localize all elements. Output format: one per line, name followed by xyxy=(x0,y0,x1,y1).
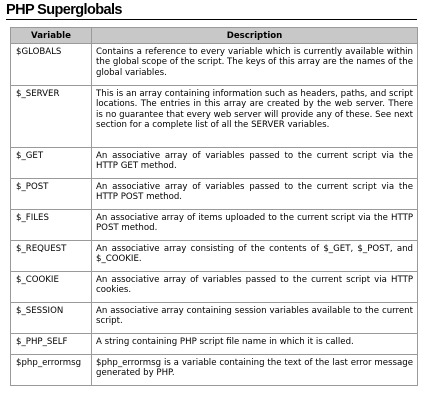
table-header-row: Variable Description xyxy=(10,26,418,45)
table-row: $_POST An associative array of variables… xyxy=(10,178,418,211)
table-row: $_SESSION An associative array containin… xyxy=(10,302,418,335)
variable-description: This is an array containing information … xyxy=(91,85,418,149)
variable-description: $php_errormsg is a variable containing t… xyxy=(91,354,418,387)
variable-description: An associative array containing session … xyxy=(91,302,418,335)
page-title: PHP Superglobals xyxy=(6,2,122,18)
variable-name: $php_errormsg xyxy=(10,354,92,387)
variable-description: Contains a reference to every variable w… xyxy=(91,43,418,87)
table-row: $_FILES An associative array of items up… xyxy=(10,209,418,242)
variable-name: $_FILES xyxy=(10,209,92,242)
table-row: $_REQUEST An associative array consistin… xyxy=(10,240,418,273)
variable-name: $GLOBALS xyxy=(10,43,92,87)
variable-description: An associative array consisting of the c… xyxy=(91,240,418,273)
column-header-description: Description xyxy=(91,26,418,45)
variable-description: A string containing PHP script file name… xyxy=(91,333,418,356)
variable-name: $_SERVER xyxy=(10,85,92,149)
superglobals-table: Variable Description $GLOBALS Contains a… xyxy=(10,26,418,387)
table-row: $php_errormsg $php_errormsg is a variabl… xyxy=(10,354,418,387)
variable-description: An associative array of items uploaded t… xyxy=(91,209,418,242)
variable-name: $_GET xyxy=(10,147,92,180)
variable-description: An associative array of variables passed… xyxy=(91,147,418,180)
table-row: $_COOKIE An associative array of variabl… xyxy=(10,271,418,304)
title-underline xyxy=(6,19,417,20)
table-row: $GLOBALS Contains a reference to every v… xyxy=(10,43,418,87)
table-row: $_GET An associative array of variables … xyxy=(10,147,418,180)
variable-description: An associative array of variables passed… xyxy=(91,271,418,304)
column-header-variable: Variable xyxy=(10,26,92,45)
variable-name: $_PHP_SELF xyxy=(10,333,92,356)
variable-name: $_COOKIE xyxy=(10,271,92,304)
variable-description: An associative array of variables passed… xyxy=(91,178,418,211)
variable-name: $_POST xyxy=(10,178,92,211)
variable-name: $_SESSION xyxy=(10,302,92,335)
variable-name: $_REQUEST xyxy=(10,240,92,273)
table-row: $_SERVER This is an array containing inf… xyxy=(10,85,418,149)
table-row: $_PHP_SELF A string containing PHP scrip… xyxy=(10,333,418,356)
